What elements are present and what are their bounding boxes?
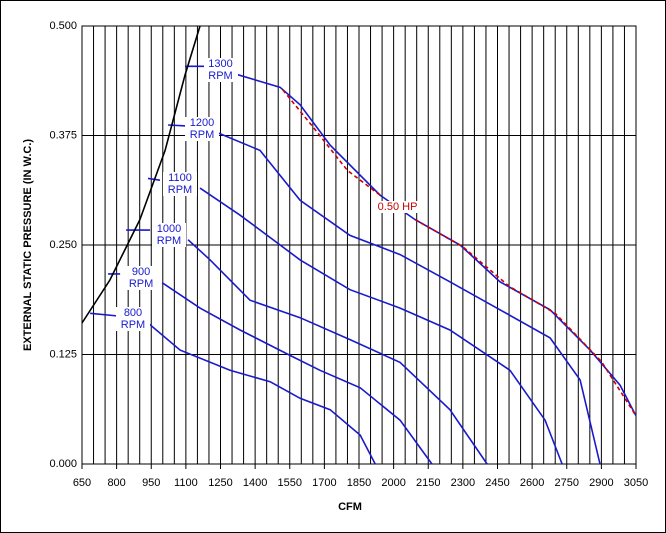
series-line [126, 229, 488, 465]
series-line [90, 312, 376, 465]
x-tick-label: 2150 [416, 477, 440, 489]
x-tick-label: 950 [142, 477, 160, 489]
x-tick-label: 3050 [624, 477, 648, 489]
x-tick-label: 2450 [485, 477, 509, 489]
x-tick-label: 2900 [589, 477, 613, 489]
y-tick-label: 0.500 [49, 20, 77, 32]
x-tick-label: 1700 [312, 477, 336, 489]
series-label: 1300 RPM [203, 58, 238, 83]
y-tick-label: 0.000 [49, 458, 77, 470]
y-tick-label: 0.250 [49, 239, 77, 251]
x-tick-label: 800 [107, 477, 125, 489]
x-tick-label: 1550 [278, 477, 302, 489]
x-tick-label: 2600 [520, 477, 544, 489]
series-label: 1000 RPM [152, 222, 187, 247]
x-tick-label: 1250 [208, 477, 232, 489]
x-tick-label: 2300 [451, 477, 475, 489]
limit-line [81, 25, 201, 324]
y-tick-label: 0.375 [49, 129, 77, 141]
y-axis-title: EXTERNAL STATIC PRESSURE (IN W.C.) [22, 139, 34, 351]
series-label: 0.50 HP [375, 201, 420, 214]
x-tick-label: 1850 [347, 477, 371, 489]
series-label: 900 RPM [124, 266, 159, 291]
y-tick-label: 0.125 [49, 348, 77, 360]
x-tick-label: 2000 [381, 477, 405, 489]
series-line [282, 89, 637, 417]
series-label: 1100 RPM [162, 172, 197, 197]
series-line [108, 273, 433, 465]
x-tick-label: 1100 [174, 477, 198, 489]
plot-border [81, 25, 637, 465]
x-tick-label: 1400 [243, 477, 267, 489]
x-tick-label: 2750 [555, 477, 579, 489]
x-tick-label: 650 [73, 477, 91, 489]
x-axis-title: CFM [338, 501, 362, 513]
series-label: 1200 RPM [185, 117, 220, 142]
series-label: 800 RPM [116, 307, 150, 332]
